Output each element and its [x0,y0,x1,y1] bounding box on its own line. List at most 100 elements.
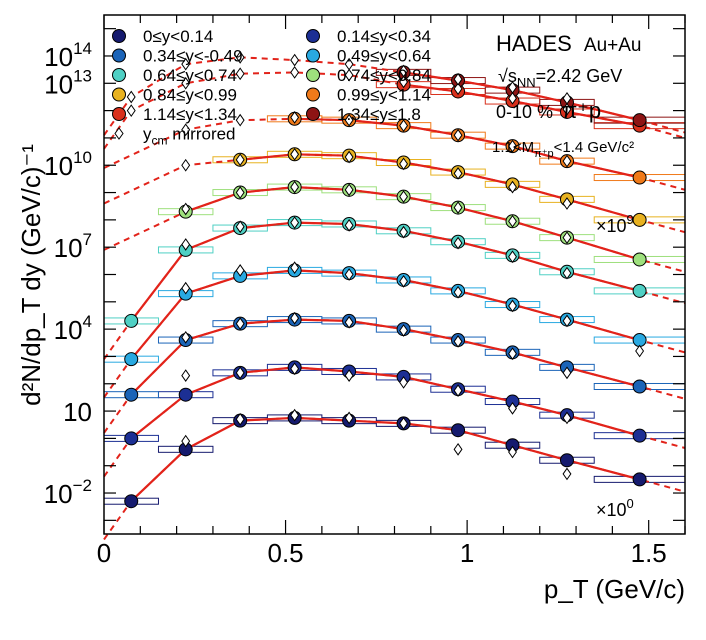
y-tick-label: 1013 [44,66,92,99]
mirrored-point [399,416,409,430]
mirrored-point [235,412,245,426]
fit-curve [130,318,640,396]
mirrored-point [562,266,572,280]
mirrored-point [290,147,300,161]
y-tick-label-base: 10 [44,69,73,99]
legend-mirror-rest: mirrored [168,125,236,144]
legend-marker [112,48,126,63]
scale-top-exp: 9 [627,212,634,227]
mirrored-point [290,261,300,275]
mirrored-point [562,231,572,244]
energy-sub: NN [517,75,536,90]
legend-mirror-sub: cm [152,134,168,148]
mirrored-point [344,218,354,232]
mirrored-point [508,81,517,94]
mirrored-point [635,344,645,358]
experiment-name: HADES [496,31,572,56]
y-tick-label-base: 10 [44,151,73,181]
mirrored-point [181,158,191,172]
y-tick-label: 10−2 [44,476,92,509]
mirrored-point [235,220,245,234]
mirrored-point [399,376,409,389]
mass-cut-suffix: <1.4 GeV/c² [554,139,634,156]
mirrored-point [181,238,191,251]
legend-entry: 0.84≤y<0.99 [143,86,237,105]
mirrored-point [399,64,409,78]
energy-s: s [508,66,517,86]
data-point [124,431,139,446]
y-tick-label-exp: 14 [73,39,92,58]
energy-label: √sNN=2.42 GeV [498,66,622,90]
mirrored-point [235,186,245,199]
data-point [632,283,647,298]
fit-curve [130,269,640,360]
mirrored-point [453,201,463,214]
mirrored-point [453,442,463,456]
data-point [178,387,193,402]
data-point [124,494,139,509]
y-tick-label-base: 10 [44,479,73,509]
x-tick-label: 1 [460,538,474,568]
legend-entry: 0.99≤y<1.14 [337,86,431,105]
data-point [632,472,647,487]
legend-marker [306,68,320,82]
legend-marker [306,48,320,63]
mirrored-point [344,315,354,329]
fit-curve [130,416,640,502]
mirrored-point [399,75,409,89]
mirrored-point [562,197,572,210]
mirrored-point [181,76,191,90]
mirrored-point [235,50,245,64]
y-tick-label-base: 10 [63,397,92,427]
info-box: HADES Au+Au √sNN=2.42 GeV 0-10 % π⁺p 1.1… [492,31,642,160]
legend-entry: 0.49≤y<0.64 [337,47,431,66]
legend-marker [306,87,320,102]
x-tick-label: 1.5 [631,538,667,568]
y-tick-label-exp: 7 [83,230,92,249]
mirrored-point [508,445,517,459]
mirrored-point [344,369,354,382]
legend-entry: 1.34≤y≤1.8 [337,105,421,124]
x-axis-title-text: p_T (GeV/c) [544,574,685,604]
mirrored-point [235,113,245,127]
data-point [632,113,647,128]
mirrored-point [290,180,300,194]
fit-curve [130,366,640,440]
experiment-label: HADES Au+Au [496,31,642,56]
mirrored-point [181,202,191,216]
legend-marker [112,87,126,102]
mirrored-point [453,128,463,142]
mirrored-point [181,57,191,71]
energy-value: =2.42 GeV [536,66,623,86]
data-point [124,352,139,367]
mirrored-point [399,274,409,288]
mirrored-point [508,214,517,228]
mirrored-point [453,167,463,180]
legend-mirror-entry: ycm mirrored [143,125,236,148]
data-point [124,387,139,402]
mirrored-point [344,411,354,425]
scale-label-top: ×109 [596,212,634,236]
x-tick-label: 0.5 [267,538,303,568]
y-tick-label: 107 [54,230,92,263]
mirrored-point [344,150,354,164]
y-tick-label-base: 10 [54,315,83,345]
y-tick-label-exp: 10 [73,148,92,167]
mass-cut-prefix: 1.1<M [492,139,534,156]
legend-entry: 0.14≤y<0.34 [337,27,431,46]
mirrored-point [453,72,463,86]
mirrored-point [399,324,409,337]
mirrored-point [508,347,517,361]
mirrored-point [399,157,409,171]
mirrored-point [290,362,300,376]
mirrored-point [344,183,354,197]
mirrored-point [181,434,191,448]
scale-bottom-exp: 0 [627,496,634,511]
mirrored-point [508,299,517,313]
sqrt-symbol: √ [498,66,508,86]
mirrored-point [181,369,191,382]
scale-bottom-base: ×10 [596,500,627,520]
legend-marker [112,68,126,82]
mirrored-point [235,67,245,81]
